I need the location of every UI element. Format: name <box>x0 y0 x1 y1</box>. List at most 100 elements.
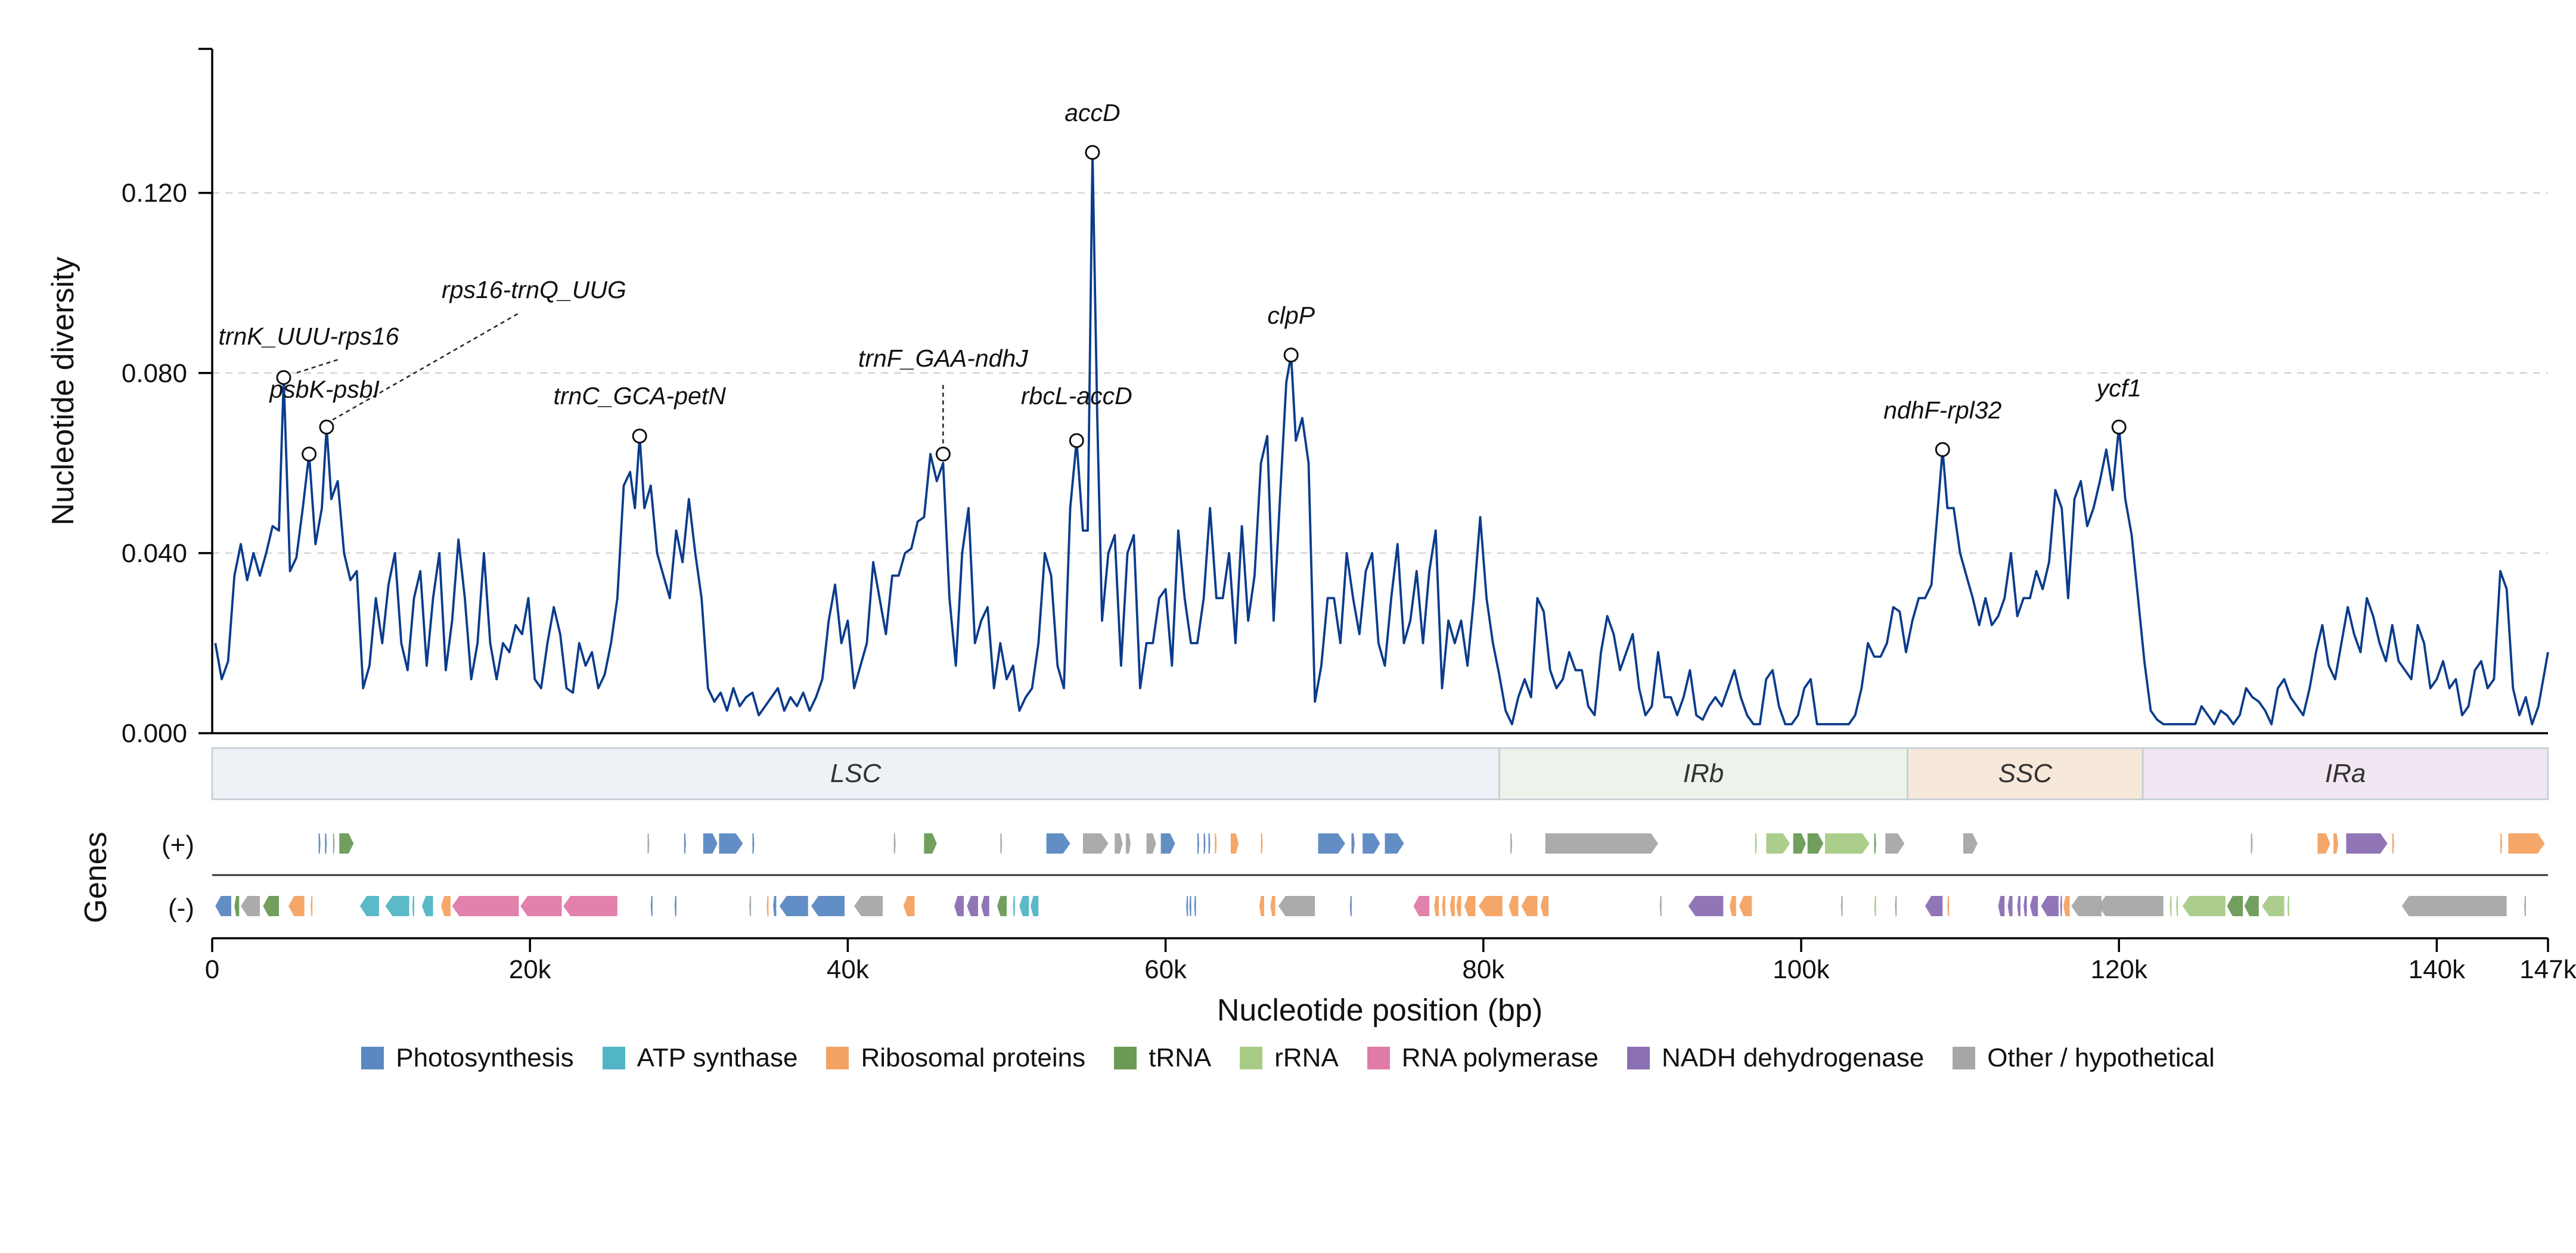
gene-block <box>967 896 979 916</box>
gene-block <box>1766 833 1790 854</box>
gene-block <box>1413 896 1430 916</box>
gene-block <box>2262 896 2285 916</box>
y-tick-label: 0.000 <box>122 719 187 748</box>
gene-block <box>703 833 718 854</box>
peak-marker <box>1085 145 1100 160</box>
gene-block <box>1540 896 1549 916</box>
gene-block <box>421 896 433 916</box>
peak-marker <box>1069 433 1084 448</box>
legend-swatch <box>1367 1047 1390 1069</box>
gene-block <box>563 896 617 916</box>
gene-block <box>1434 896 1439 916</box>
gene-block <box>674 896 676 916</box>
gene-block <box>1203 833 1206 854</box>
gene-block <box>440 896 451 916</box>
gene-block <box>924 833 937 854</box>
gene-block <box>1186 896 1188 916</box>
gene-block <box>1739 896 1752 916</box>
x-tick-label: 0 <box>205 955 219 984</box>
gene-block <box>854 896 883 916</box>
gene-block <box>1963 833 1978 854</box>
gene-block <box>1925 896 1943 916</box>
gene-block <box>1125 833 1131 854</box>
gene-block <box>1189 896 1191 916</box>
x-tick-label: 100k <box>1773 955 1830 984</box>
gene-block <box>647 833 650 854</box>
gene-block <box>2182 896 2226 916</box>
gene-block <box>452 896 519 916</box>
gene-block <box>1146 833 1156 854</box>
gene-block <box>1947 896 1950 916</box>
plus-strand-label: (+) <box>162 830 194 860</box>
gene-block <box>2170 896 2172 916</box>
gene-block <box>1208 833 1211 854</box>
gene-block <box>412 896 414 916</box>
y-axis-title: Nucleotide diversity <box>46 257 80 526</box>
gene-block <box>1885 833 1905 854</box>
gene-block <box>2333 833 2339 854</box>
gene-block <box>1046 833 1070 854</box>
y-ticks: 0.000 0.040 0.080 0.120 <box>122 179 212 748</box>
legend-swatch <box>826 1047 849 1069</box>
peak-marker <box>1935 442 1950 457</box>
legend-label: Other / hypothetical <box>1987 1043 2215 1072</box>
region-label-ira: IRa <box>2325 759 2366 788</box>
gene-block <box>981 896 989 916</box>
gene-block <box>1688 896 1724 916</box>
peak-label: ndhF-rpl32 <box>1883 396 2001 424</box>
gene-block <box>2071 896 2102 916</box>
grid-layer <box>212 192 2548 554</box>
gene-block <box>1450 896 1455 916</box>
gene-block <box>1478 896 1503 916</box>
region-band-ira <box>2142 747 2549 801</box>
peak-label: ycf1 <box>2095 374 2142 402</box>
peak-label: rbcL-accD <box>1021 382 1132 410</box>
region-label-ssc: SSC <box>1998 759 2053 788</box>
minus-strand-label: (-) <box>168 894 194 923</box>
peak-leader-line <box>296 358 341 374</box>
gene-block <box>1082 833 1109 854</box>
y-tick-label: 0.120 <box>122 179 187 208</box>
gene-block <box>2041 896 2059 916</box>
peak-label: clpP <box>1267 302 1315 329</box>
gene-block <box>1841 896 1843 916</box>
gene-block <box>1363 833 1380 854</box>
gene-block <box>2244 896 2259 916</box>
x-tick-label: 40k <box>827 955 870 984</box>
peak-marker <box>2111 419 2127 435</box>
x-tick-label: 120k <box>2090 955 2147 984</box>
gene-block <box>215 896 231 916</box>
genes-track-title: Genes <box>79 832 113 923</box>
gene-block <box>2007 896 2013 916</box>
legend-swatch <box>1240 1047 1263 1069</box>
gene-block <box>1464 896 1476 916</box>
gene-block <box>1510 833 1513 854</box>
gene-block <box>263 896 279 916</box>
gene-block <box>1730 896 1736 916</box>
gene-block <box>650 896 653 916</box>
peak-marker <box>632 429 647 444</box>
gene-block <box>1259 896 1264 916</box>
gene-block <box>1442 896 1445 916</box>
gene-block <box>1755 833 1757 854</box>
gene-block <box>2287 896 2289 916</box>
gene-block <box>2063 896 2070 916</box>
gene-block <box>1261 833 1263 854</box>
gene-block <box>318 833 321 854</box>
legend-swatch <box>1953 1047 1976 1069</box>
gene-block <box>1659 896 1662 916</box>
gene-block <box>1000 833 1003 854</box>
peak-marker <box>319 419 334 435</box>
gene-block <box>2392 833 2394 854</box>
legend-item: Ribosomal proteins <box>826 1043 1085 1073</box>
legend-label: Photosynthesis <box>396 1043 574 1072</box>
gene-block <box>385 896 409 916</box>
legend-label: Ribosomal proteins <box>861 1043 1086 1072</box>
gene-block <box>1895 896 1897 916</box>
x-tick-label: 80k <box>1462 955 1505 984</box>
gene-block <box>2401 896 2507 916</box>
peak-label: trnC_GCA-petN <box>553 382 726 410</box>
gene-block <box>811 896 845 916</box>
peak-label: rps16-trnQ_UUG <box>442 276 626 303</box>
legend-label: ATP synthase <box>637 1043 798 1072</box>
